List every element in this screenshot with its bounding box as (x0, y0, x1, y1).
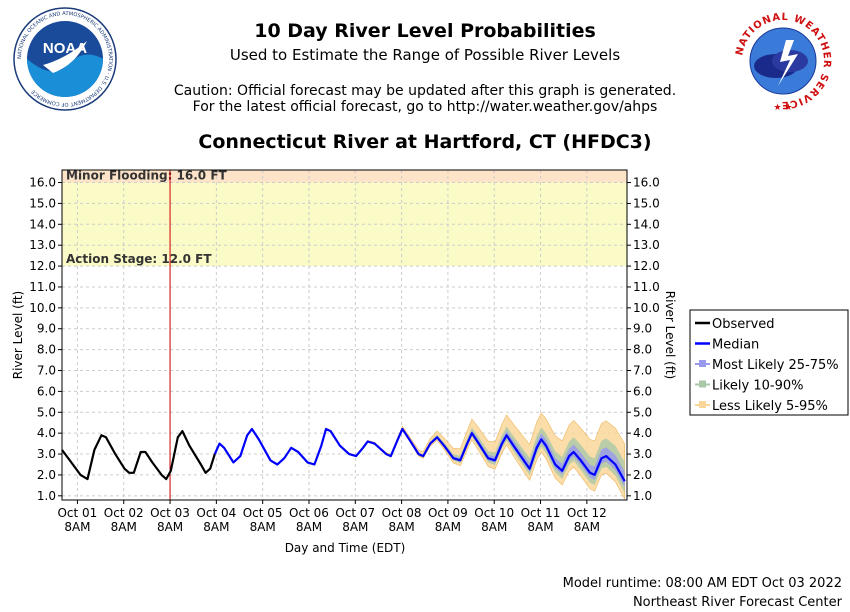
x-tick-label-date: Oct 11 (521, 506, 561, 520)
y-tick-label-right: 13.0 (633, 238, 660, 252)
y-tick-label-left: 12.0 (29, 259, 56, 273)
y-tick-label-left: 14.0 (29, 217, 56, 231)
y-tick-label-right: 8.0 (633, 343, 652, 357)
x-tick-label-date: Oct 04 (196, 506, 236, 520)
y-tick-label-right: 7.0 (633, 364, 652, 378)
legend-box (689, 309, 849, 416)
y-tick-label-left: 7.0 (37, 364, 56, 378)
y-tick-label-left: 16.0 (29, 176, 56, 190)
y-tick-label-left: 1.0 (37, 489, 56, 503)
x-tick-label-time: 8AM (389, 520, 415, 534)
x-tick-label-date: Oct 12 (567, 506, 607, 520)
y-tick-label-left: 10.0 (29, 301, 56, 315)
chart-subtitle: Used to Estimate the Range of Possible R… (229, 46, 621, 64)
y-tick-label-right: 6.0 (633, 384, 652, 398)
y-tick-label-right: 10.0 (633, 301, 660, 315)
legend-swatch-band_10_90 (699, 380, 706, 388)
y-tick-label-right: 9.0 (633, 322, 652, 336)
y-tick-label-left: 6.0 (37, 384, 56, 398)
gauge-title: Connecticut River at Hartford, CT (HFDC3… (198, 131, 652, 153)
x-tick-label-time: 8AM (527, 520, 553, 534)
y-axis-label-right: River Level (ft) (663, 291, 677, 379)
nws-logo-stars: ★ ★ (774, 103, 793, 113)
y-tick-label-right: 1.0 (633, 489, 652, 503)
forecast-center: Northeast River Forecast Center (632, 595, 842, 610)
action-stage-label: Action Stage: 12.0 FT (66, 252, 212, 266)
y-tick-label-right: 2.0 (633, 468, 652, 482)
y-tick-label-right: 11.0 (633, 280, 660, 294)
y-tick-label-right: 14.0 (633, 217, 660, 231)
legend-label-band_10_90: Likely 10-90% (712, 379, 803, 394)
y-tick-label-left: 5.0 (37, 405, 56, 419)
y-axis-label-left: River Level (ft) (11, 291, 25, 379)
legend-swatch-band_25_75 (699, 360, 706, 367)
official-forecast-link-text: For the latest official forecast, go to … (192, 99, 658, 115)
y-tick-label-left: 15.0 (29, 196, 56, 210)
x-tick-label-date: Oct 06 (289, 506, 329, 520)
x-axis-label: Day and Time (EDT) (285, 541, 406, 555)
legend-label-median: Median (712, 338, 759, 353)
minor-flooding-label: Minor Flooding: 16.0 FT (66, 169, 228, 183)
chart-title: 10 Day River Level Probabilities (254, 20, 596, 42)
x-tick-label-date: Oct 05 (243, 506, 283, 520)
legend-swatch-band_5_95 (699, 401, 706, 408)
x-tick-label-date: Oct 10 (474, 506, 514, 520)
x-tick-label-time: 8AM (342, 520, 368, 534)
caution-text: Caution: Official forecast may be update… (173, 83, 677, 99)
y-tick-label-right: 12.0 (633, 259, 660, 273)
y-tick-label-left: 13.0 (29, 238, 56, 252)
model-runtime: Model runtime: 08:00 AM EDT Oct 03 2022 (562, 576, 842, 591)
median-line (213, 427, 626, 482)
x-tick-label-time: 8AM (64, 520, 90, 534)
x-tick-label-time: 8AM (481, 520, 507, 534)
x-tick-label-time: 8AM (157, 520, 183, 534)
nws-logo: NATIONAL WEATHER SERVICE ★ ★ (731, 9, 835, 113)
x-tick-label-time: 8AM (250, 520, 276, 534)
x-tick-label-time: 8AM (203, 520, 229, 534)
y-tick-label-right: 16.0 (633, 176, 660, 190)
noaa-logo: NOAA NATIONAL OCEANIC AND ATMOSPHERIC AD… (13, 7, 117, 111)
minor-flood-zone (62, 170, 627, 183)
y-tick-label-right: 4.0 (633, 426, 652, 440)
y-tick-label-left: 9.0 (37, 322, 56, 336)
plot-frame (61, 169, 628, 501)
y-tick-label-right: 5.0 (633, 405, 652, 419)
x-tick-label-date: Oct 02 (104, 506, 144, 520)
y-tick-label-left: 2.0 (37, 468, 56, 482)
legend-label-band_25_75: Most Likely 25-75% (712, 358, 839, 373)
y-tick-label-right: 3.0 (633, 447, 652, 461)
noaa-logo-text: NOAA (43, 40, 87, 57)
y-tick-label-right: 15.0 (633, 196, 660, 210)
x-tick-label-date: Oct 03 (150, 506, 190, 520)
x-tick-label-date: Oct 01 (57, 506, 97, 520)
legend-label-observed: Observed (712, 317, 775, 332)
x-tick-label-time: 8AM (574, 520, 600, 534)
y-tick-label-left: 11.0 (29, 280, 56, 294)
y-tick-label-left: 3.0 (37, 447, 56, 461)
x-tick-label-date: Oct 07 (335, 506, 375, 520)
observed-line (61, 430, 216, 481)
x-tick-label-date: Oct 08 (382, 506, 422, 520)
y-tick-label-left: 4.0 (37, 426, 56, 440)
x-tick-label-time: 8AM (111, 520, 137, 534)
legend-label-band_5_95: Less Likely 5-95% (712, 399, 828, 414)
x-tick-label-time: 8AM (296, 520, 322, 534)
x-tick-label-time: 8AM (435, 520, 461, 534)
x-tick-label-date: Oct 09 (428, 506, 468, 520)
y-tick-label-left: 8.0 (37, 343, 56, 357)
